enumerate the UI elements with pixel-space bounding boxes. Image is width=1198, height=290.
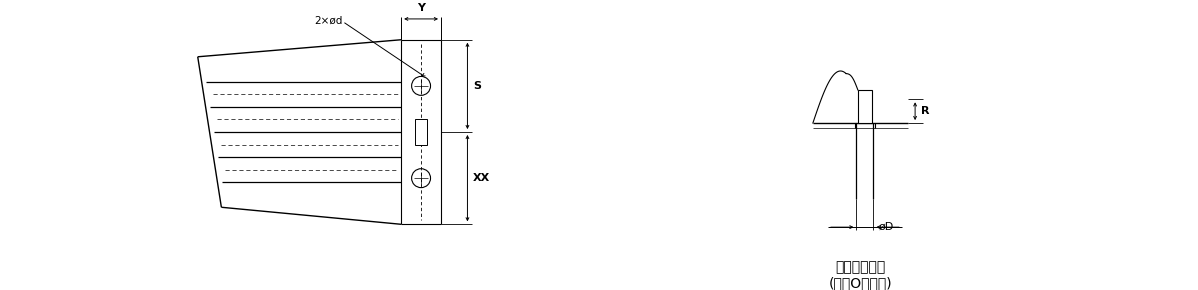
Text: XX: XX bbox=[473, 173, 490, 183]
Text: (適用Oリング): (適用Oリング) bbox=[828, 276, 893, 290]
Text: Y: Y bbox=[417, 3, 425, 13]
Text: 底面側配管部: 底面側配管部 bbox=[835, 260, 885, 274]
Text: øD: øD bbox=[878, 222, 894, 232]
Text: R: R bbox=[921, 106, 930, 116]
Text: S: S bbox=[473, 81, 482, 91]
Bar bbox=[858, 90, 872, 123]
Bar bbox=[416, 119, 426, 145]
Text: 2×ød: 2×ød bbox=[314, 16, 343, 26]
